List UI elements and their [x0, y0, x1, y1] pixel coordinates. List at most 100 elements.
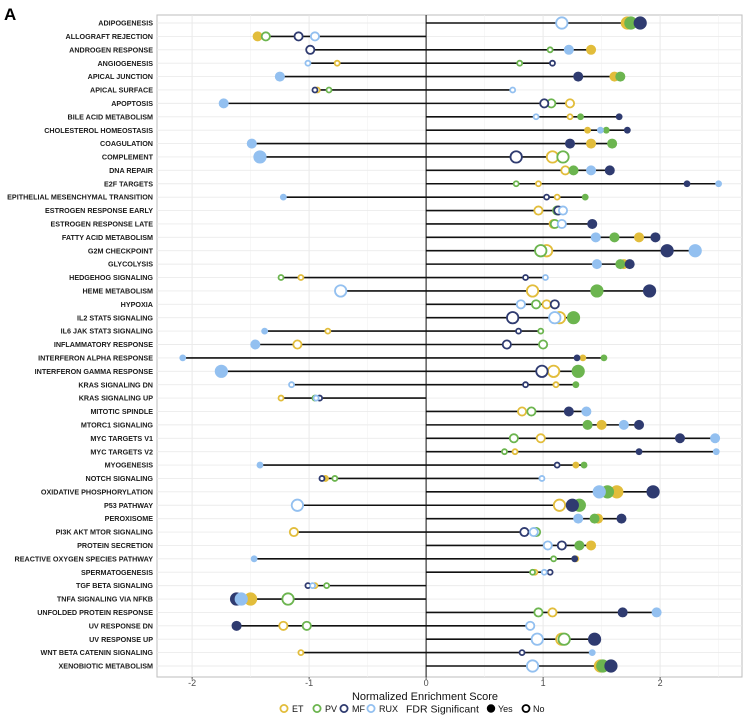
category-label: ALLOGRAFT REJECTION — [66, 32, 153, 41]
point-et — [292, 339, 303, 350]
point-pv — [501, 448, 508, 456]
point-et — [297, 649, 305, 657]
point-et — [288, 527, 299, 538]
point-et — [572, 461, 580, 469]
point-mf — [573, 71, 584, 82]
point-pv — [537, 327, 545, 335]
point-mf — [539, 98, 550, 109]
category-label: GLYCOLYSIS — [108, 260, 153, 269]
point-rux — [542, 540, 553, 551]
legend-fdr-no-label: No — [533, 704, 545, 714]
legend-marker-et — [279, 704, 289, 714]
point-rux — [715, 180, 722, 188]
point-mf — [617, 607, 628, 618]
category-label: TNFA SIGNALING VIA NFKB — [57, 595, 153, 604]
point-pv — [589, 513, 600, 524]
point-mf — [553, 461, 561, 469]
point-rux — [542, 274, 549, 281]
point-rux — [528, 527, 539, 538]
point-pv — [602, 126, 610, 134]
point-et — [535, 180, 542, 188]
point-mf — [587, 632, 602, 646]
point-pv — [609, 232, 620, 243]
category-label: COAGULATION — [100, 139, 153, 148]
point-rux — [246, 138, 257, 149]
point-pv — [260, 31, 271, 42]
point-mf — [509, 150, 523, 164]
point-et — [533, 205, 544, 216]
point-rux — [532, 113, 540, 121]
point-rux — [590, 232, 601, 243]
point-pv — [512, 180, 520, 188]
point-pv — [581, 193, 589, 201]
plot-panel — [156, 14, 743, 678]
category-label: UNFOLDED PROTEIN RESPONSE — [37, 608, 153, 617]
point-mf — [565, 498, 579, 512]
point-rux — [309, 31, 320, 42]
point-et — [297, 274, 305, 281]
point-rux — [597, 126, 604, 134]
category-label: NOTCH SIGNALING — [86, 474, 154, 483]
point-pv — [572, 381, 580, 389]
point-rux — [557, 205, 568, 216]
legend-marker-mf — [339, 704, 349, 714]
category-label: MITOTIC SPINDLE — [90, 407, 153, 416]
point-mf — [546, 568, 554, 576]
point-rux — [304, 59, 312, 67]
point-rux — [563, 44, 574, 55]
point-pv — [615, 259, 626, 270]
point-mf — [635, 448, 643, 456]
x-tick-label: -2 — [188, 678, 196, 688]
point-rux — [525, 659, 540, 673]
point-et — [517, 406, 528, 417]
point-pv — [281, 592, 295, 606]
point-mf — [650, 232, 661, 243]
point-et — [586, 138, 597, 149]
category-label: EPITHELIAL MESENCHYMAL TRANSITION — [7, 193, 153, 202]
point-rux — [256, 461, 264, 469]
point-pv — [526, 406, 537, 417]
point-et — [634, 232, 645, 243]
category-labels: ADIPOGENESIS ALLOGRAFT REJECTION ANDROGEN … — [7, 19, 154, 671]
point-mf — [506, 311, 520, 325]
point-mf — [556, 540, 567, 551]
category-label: INFLAMMATORY RESPONSE — [54, 340, 153, 349]
point-rux — [288, 381, 295, 389]
point-pv — [331, 475, 339, 482]
point-et — [586, 540, 597, 551]
category-label: MTORC1 SIGNALING — [81, 420, 154, 429]
point-pv — [574, 540, 585, 551]
category-label: E2F TARGETS — [104, 179, 153, 188]
point-et — [278, 620, 289, 631]
point-et — [252, 31, 263, 42]
point-mf — [231, 620, 242, 631]
point-rux — [250, 339, 261, 350]
category-label: SPERMATOGENESIS — [81, 568, 153, 577]
point-pv — [571, 364, 585, 378]
point-et — [584, 126, 591, 134]
point-pv — [516, 59, 524, 67]
point-mf — [683, 180, 691, 188]
point-mf — [501, 339, 512, 350]
x-tick-label: 2 — [658, 678, 663, 688]
category-label: MYC TARGETS V1 — [90, 434, 153, 443]
point-et — [547, 364, 561, 378]
point-pv — [529, 568, 536, 576]
point-rux — [525, 620, 536, 631]
point-et — [547, 607, 558, 618]
point-mf — [633, 16, 647, 30]
point-et — [579, 354, 587, 362]
point-mf — [624, 259, 635, 270]
point-rux — [250, 555, 258, 563]
point-rux — [586, 165, 597, 176]
point-pv — [323, 582, 331, 590]
point-mf — [305, 44, 316, 55]
point-mf — [571, 555, 579, 563]
category-label: BILE ACID METABOLISM — [68, 112, 153, 121]
point-rux — [548, 311, 562, 325]
category-label: HEDGEHOG SIGNALING — [69, 273, 153, 282]
point-et — [553, 193, 561, 201]
category-label: OXIDATIVE PHOSPHORYLATION — [41, 487, 153, 496]
point-mf — [674, 433, 685, 444]
